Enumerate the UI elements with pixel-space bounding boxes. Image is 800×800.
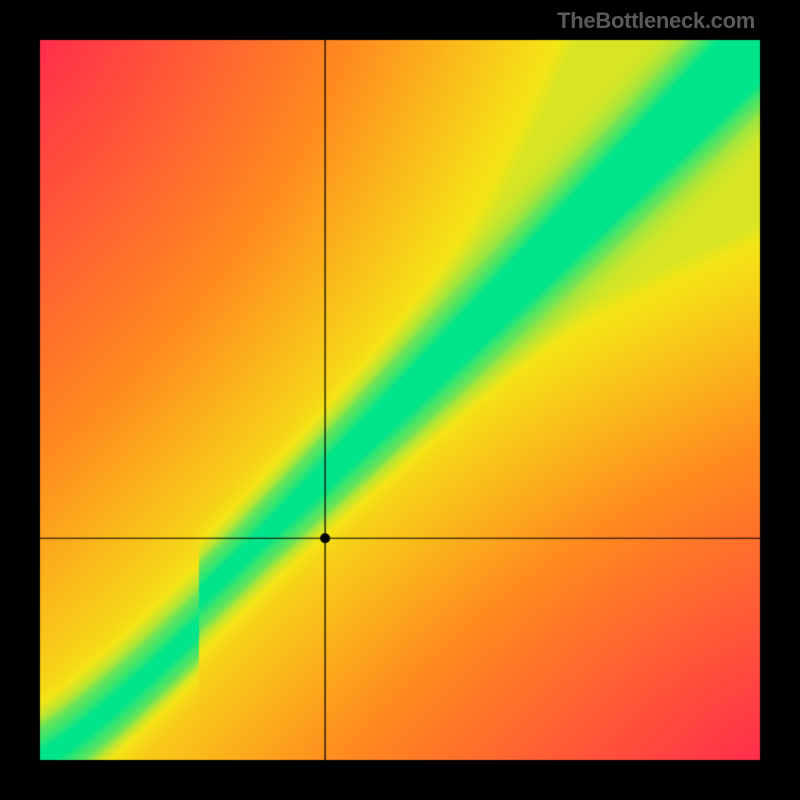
chart-container: TheBottleneck.com [0,0,800,800]
bottleneck-heatmap [0,0,800,800]
watermark-label: TheBottleneck.com [557,8,755,34]
